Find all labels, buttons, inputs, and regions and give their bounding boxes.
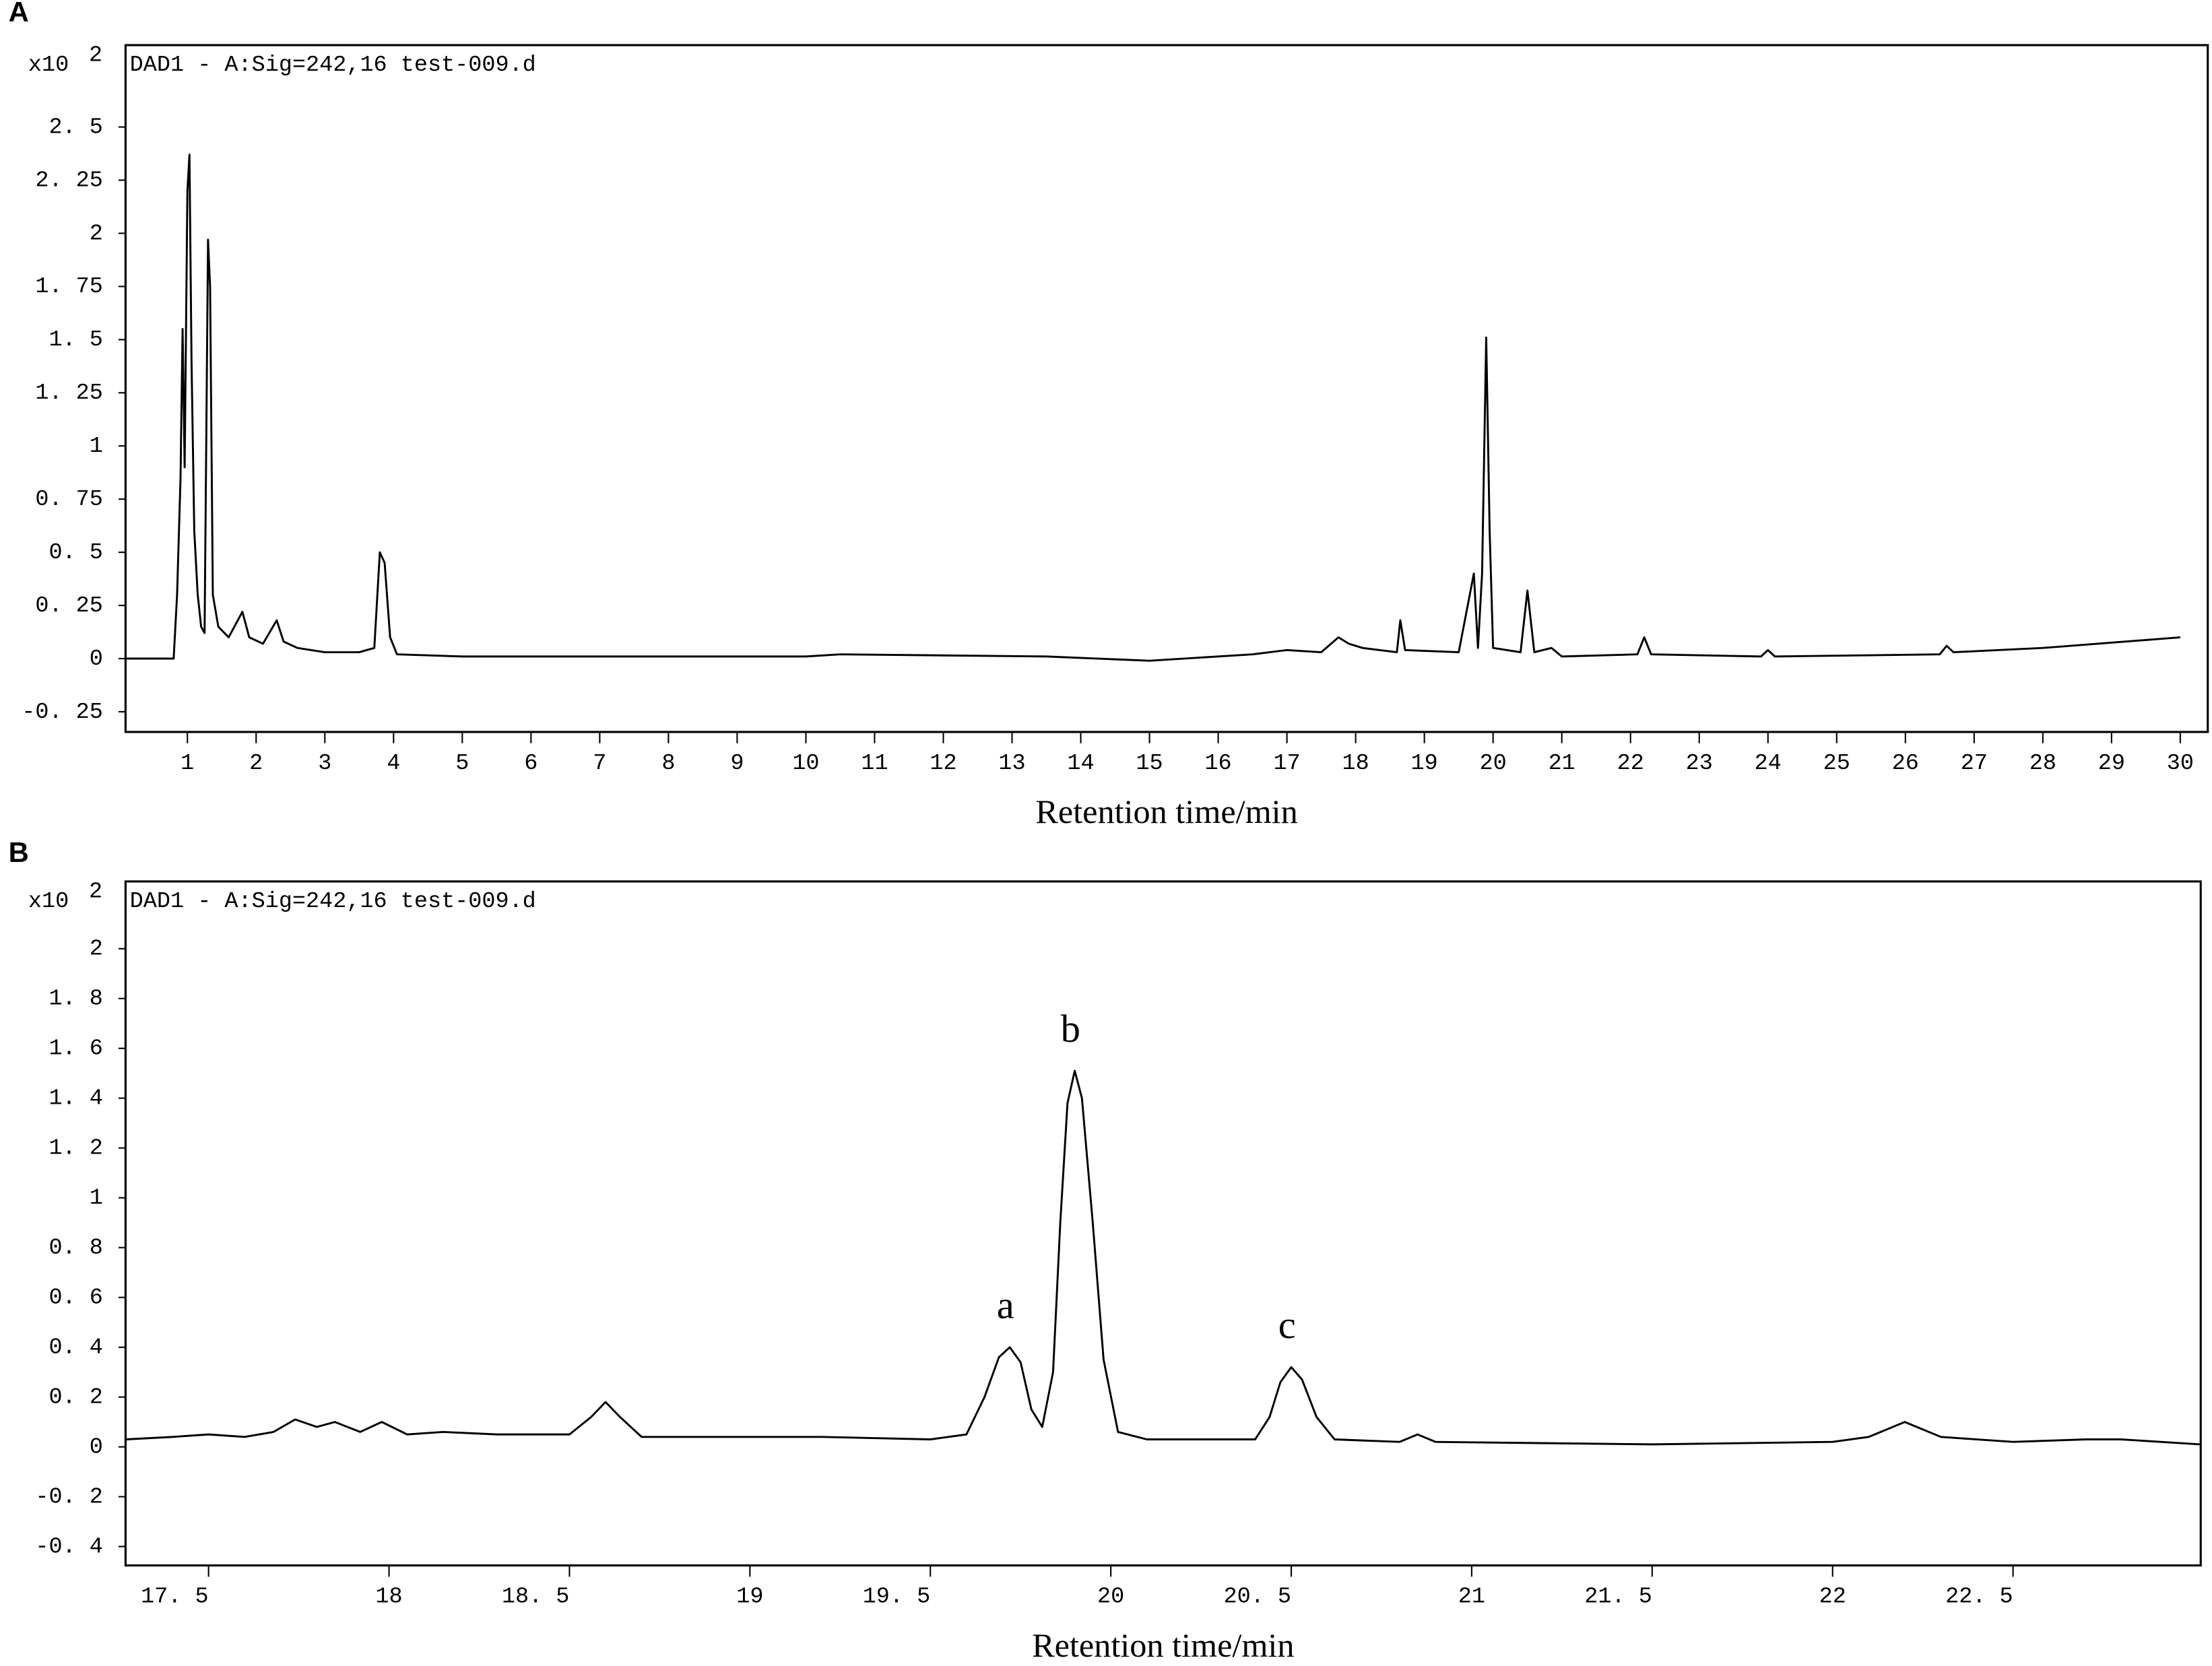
x-tick-label: 17. 5: [141, 1585, 209, 1610]
y-tick-label: 1: [90, 1186, 103, 1211]
x-tick-label: 30: [2167, 751, 2194, 776]
peak-label: c: [1278, 1303, 1296, 1347]
x-tick-label: 20: [1480, 751, 1507, 776]
plot-frame: [124, 44, 2209, 733]
x-tick-label: 19. 5: [863, 1585, 931, 1610]
y-tick-label: -0. 4: [35, 1534, 103, 1560]
y-tick-label: 0. 2: [48, 1385, 102, 1410]
y-tick-label: 2: [90, 937, 103, 962]
y-tick-label: 1. 8: [48, 987, 102, 1012]
x-tick-label: 21: [1549, 751, 1575, 776]
x-tick-label: 22. 5: [1945, 1585, 2013, 1610]
x-tick-label: 25: [1823, 751, 1850, 776]
panel-label: B: [9, 836, 29, 868]
x-tick-label: 17: [1273, 751, 1300, 776]
legend-entry: DAD1 - A:Sig=242,16 test-009.d: [130, 889, 536, 914]
x-tick-label: 6: [524, 751, 538, 776]
y-tick-label: 0. 6: [48, 1286, 102, 1311]
x-tick-label: 10: [792, 751, 819, 776]
y-tick-label: 0: [90, 646, 103, 672]
x-tick-label: 19: [1411, 751, 1438, 776]
x-axis-title: Retention time/min: [1035, 793, 1297, 830]
legend-entry: DAD1 - A:Sig=242,16 test-009.d: [130, 53, 536, 78]
y-tick-label: -0. 25: [22, 700, 103, 725]
x-tick-label: 27: [1961, 751, 1988, 776]
x-tick-label: 2: [249, 751, 263, 776]
x-tick-label: 12: [930, 751, 956, 776]
x-tick-label: 21. 5: [1584, 1585, 1652, 1610]
x-tick-label: 26: [1892, 751, 1919, 776]
y-tick-label: 0. 5: [48, 540, 102, 566]
plot-frame: [124, 880, 2202, 1567]
panel-label: A: [9, 0, 29, 28]
y-tick-label: 1. 5: [48, 327, 102, 353]
x-axis-title: Retention time/min: [1032, 1626, 1294, 1664]
y-tick-label: 0. 4: [48, 1335, 102, 1360]
x-tick-label: 3: [318, 751, 331, 776]
x-tick-label: 11: [861, 751, 888, 776]
x-tick-label: 20. 5: [1223, 1585, 1291, 1610]
peak-label: b: [1061, 1007, 1080, 1051]
x-tick-label: 4: [387, 751, 400, 776]
y-tick-label: 1. 25: [35, 380, 103, 406]
y-tick-label: 1. 6: [48, 1036, 102, 1062]
x-tick-label: 20: [1097, 1585, 1124, 1610]
x-tick-label: 28: [2029, 751, 2056, 776]
chromatogram-line: [125, 154, 2181, 662]
y-tick-label: 1. 75: [35, 274, 103, 300]
y-tick-label: 2. 5: [48, 114, 102, 140]
x-tick-label: 22: [1617, 751, 1644, 776]
x-tick-label: 15: [1136, 751, 1163, 776]
x-tick-label: 21: [1458, 1585, 1485, 1610]
y-unit: x10: [28, 889, 69, 914]
x-tick-label: 9: [730, 751, 744, 776]
x-tick-label: 16: [1204, 751, 1231, 776]
x-tick-label: 19: [736, 1585, 763, 1610]
x-tick-label: 13: [998, 751, 1025, 776]
y-tick-label: 0. 8: [48, 1236, 102, 1261]
y-unit-exponent: 2: [89, 43, 102, 69]
y-unit: x10: [28, 53, 69, 78]
x-tick-label: 8: [661, 751, 675, 776]
y-tick-label: 0: [90, 1434, 103, 1460]
y-tick-label: 1: [90, 434, 103, 459]
y-unit-exponent: 2: [89, 879, 102, 904]
y-tick-label: -0. 2: [35, 1484, 103, 1510]
y-tick-label: 1. 2: [48, 1136, 102, 1162]
y-tick-label: 0. 75: [35, 487, 103, 512]
x-tick-label: 18: [1342, 751, 1369, 776]
x-tick-label: 7: [593, 751, 606, 776]
x-tick-label: 14: [1067, 751, 1094, 776]
y-tick-label: 2: [90, 221, 103, 246]
x-tick-label: 18: [375, 1585, 402, 1610]
y-tick-label: 0. 25: [35, 593, 103, 619]
x-tick-label: 22: [1819, 1585, 1846, 1610]
x-tick-label: 5: [455, 751, 469, 776]
x-tick-label: 23: [1686, 751, 1713, 776]
x-tick-label: 29: [2098, 751, 2125, 776]
x-tick-label: 18. 5: [502, 1585, 570, 1610]
x-tick-label: 1: [181, 751, 194, 776]
y-tick-label: 2. 25: [35, 168, 103, 193]
chromatogram-line: [125, 1069, 2201, 1446]
x-tick-label: 24: [1755, 751, 1782, 776]
peak-label: a: [997, 1284, 1014, 1327]
y-tick-label: 1. 4: [48, 1086, 102, 1112]
